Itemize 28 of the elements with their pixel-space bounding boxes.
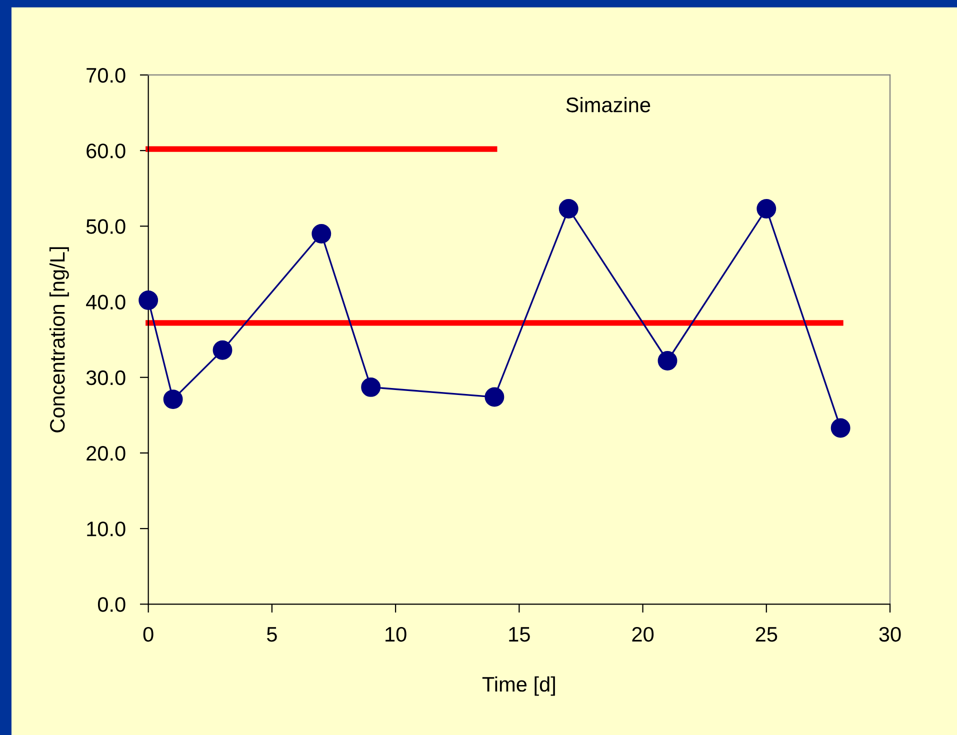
point [658, 351, 678, 370]
point [138, 290, 158, 310]
point [484, 387, 504, 407]
y-tick-label: 60.0 [86, 144, 126, 158]
point [756, 199, 776, 219]
y-tick-label: 10.0 [87, 522, 126, 536]
point [361, 377, 381, 397]
y-tick-label: 50.0 [86, 219, 126, 234]
point [163, 390, 183, 410]
x-tick-label: 30 [879, 626, 901, 642]
y-tick-label: 20.0 [86, 446, 126, 461]
point [558, 199, 578, 219]
text: Simazine [566, 97, 650, 112]
x-tick-label: 10 [386, 626, 406, 642]
point [312, 224, 332, 244]
x-tick-label: 15 [509, 627, 530, 642]
x-tick-label: 5 [266, 627, 277, 642]
y-tick-label: 40.0 [86, 294, 126, 310]
x-axis-title: Time [d] [482, 676, 555, 696]
y-axis-title: Concentration [ng/L] [49, 247, 69, 432]
x-tick-label: 20 [632, 626, 654, 642]
x-tick-label: 25 [756, 626, 778, 642]
point [830, 418, 850, 438]
y-tick-label: 70.0 [86, 68, 126, 83]
y-tick-label: 30.0 [86, 370, 126, 386]
x-tick-label: 0 [143, 626, 154, 642]
point [212, 340, 232, 360]
y-tick-label: 0.0 [98, 597, 126, 612]
